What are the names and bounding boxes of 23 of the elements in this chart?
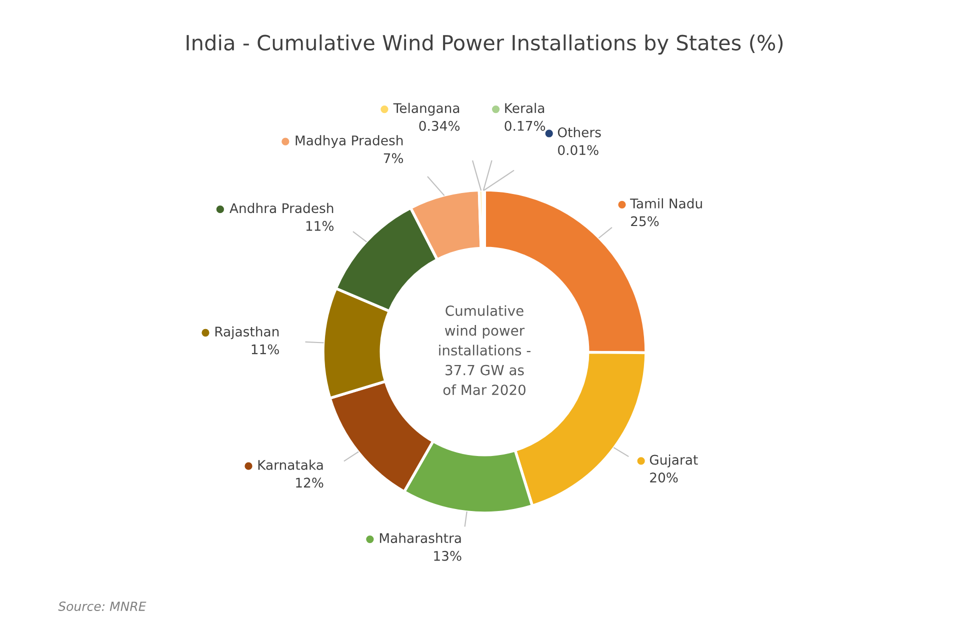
legend-label: Andhra Pradesh <box>230 202 334 214</box>
data-label: 12% <box>296 478 324 488</box>
legend-label: Karnataka <box>258 460 323 470</box>
legend-label: Telangana <box>393 102 460 116</box>
legend-label: Gujarat <box>650 454 698 468</box>
legend-label: Others <box>558 127 601 138</box>
data-label: 13% <box>434 550 462 561</box>
legend-label: Madhya Pradesh <box>296 135 403 148</box>
text: Cumulative wind power installations - 37.7 GW as of Mar 2020 <box>439 305 530 396</box>
data-label: 25% <box>631 216 659 226</box>
source-note: Source: MNRE <box>58 602 146 612</box>
legend-label: Tamil Nadu <box>630 198 702 208</box>
data-label: 11% <box>306 220 334 231</box>
chart-title: India - Cumulative Wind Power Installations by States (%) <box>186 34 783 55</box>
data-label: 0.17% <box>504 120 546 131</box>
legend-label: Kerala <box>505 102 544 114</box>
data-label: 7% <box>384 153 404 164</box>
data-label: 11% <box>252 344 279 354</box>
legend-label: Rajasthan <box>215 326 279 340</box>
legend-label: Maharashtra <box>380 532 461 544</box>
data-label: 0.01% <box>558 145 598 156</box>
data-label: 20% <box>650 472 678 483</box>
data-label: 0.34% <box>419 120 460 131</box>
